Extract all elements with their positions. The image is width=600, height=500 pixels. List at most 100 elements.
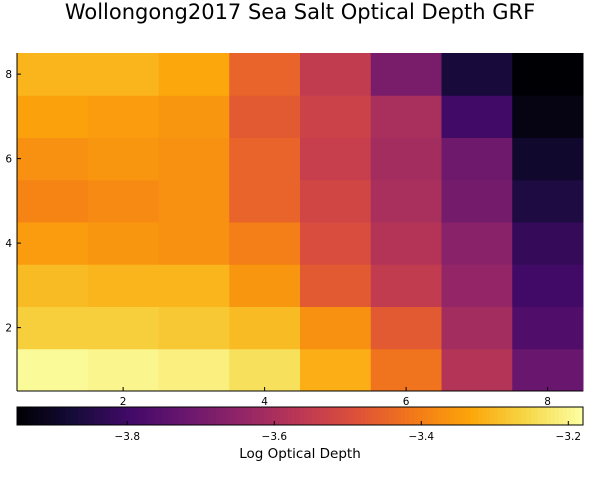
colorbar-segment (166, 407, 172, 425)
colorbar-segment (29, 407, 34, 425)
colorbar-segment (574, 407, 580, 425)
colorbar-segment (69, 407, 75, 425)
colorbar-segment (522, 407, 527, 425)
heatmap-cell-x6-y5 (370, 179, 442, 223)
heatmap-cell-x7-y2 (441, 306, 513, 350)
colorbar-segment (170, 407, 176, 425)
colorbar-segment (122, 407, 127, 425)
colorbar-segment (340, 407, 346, 425)
heatmap-cell-x3-y5 (158, 179, 230, 223)
colorbar-segment (291, 407, 297, 425)
heatmap-cell-x2-y8 (87, 53, 159, 96)
colorbar-segment (57, 407, 63, 425)
colorbar-segment (97, 407, 103, 425)
heatmap-cell-x2-y6 (87, 137, 159, 181)
colorbar-segment (380, 407, 386, 425)
heatmap-cell-x3-y3 (158, 264, 230, 307)
colorbar-segment (558, 407, 564, 425)
heatmap-cell-x1-y2 (17, 306, 89, 350)
colorbar-segment (279, 407, 285, 425)
colorbar-segment (312, 407, 317, 425)
heatmap-cell-x6-y4 (370, 222, 442, 265)
heatmap-cell-x5-y4 (300, 222, 372, 265)
heatmap-cell-x6-y3 (370, 264, 442, 307)
y-tick-label-2: 2 (5, 323, 12, 335)
colorbar-segment (49, 407, 54, 425)
colorbar-segment (324, 407, 329, 425)
colorbar-segment (251, 407, 257, 425)
colorbar-segment (158, 407, 164, 425)
colorbar-segment (364, 407, 370, 425)
colorbar-segment (506, 407, 511, 425)
colorbar-segment (223, 407, 228, 425)
colorbar-segment (566, 407, 572, 425)
colorbar-frame (16, 406, 584, 426)
colorbar-segment (25, 407, 30, 425)
colorbar-segment (465, 407, 471, 425)
heatmap-cell-x4-y1 (229, 348, 301, 392)
heatmap-cell-x2-y3 (87, 264, 159, 307)
heatmap-cell-x5-y5 (300, 179, 372, 223)
colorbar-segment (211, 407, 216, 425)
colorbar-segment (514, 407, 519, 425)
heatmap-cell-x7-y6 (441, 137, 513, 181)
heatmap-cell-x2-y1 (87, 348, 159, 392)
colorbar-segment (376, 407, 382, 425)
colorbar-segment (154, 407, 160, 425)
colorbar-segment (397, 407, 402, 425)
colorbar-segment (344, 407, 350, 425)
colorbar-segment (118, 407, 123, 425)
colorbar-segment (498, 407, 503, 425)
colorbar-segment (348, 407, 354, 425)
colorbar-segment (570, 407, 576, 425)
colorbar-segment (53, 407, 59, 425)
colorbar-segment (477, 407, 483, 425)
colorbar-segment (198, 407, 204, 425)
heatmap-cell-x5-y8 (300, 53, 372, 96)
colorbar-segment (73, 407, 79, 425)
colorbar-segment (550, 407, 556, 425)
heatmap-cell-x6-y1 (370, 348, 442, 392)
heatmap-cell-x1-y4 (17, 222, 89, 265)
colorbar-segment (510, 407, 515, 425)
colorbar-segment (93, 407, 99, 425)
heatmap-cell-x2-y5 (87, 179, 159, 223)
heatmap-cell-x7-y3 (441, 264, 513, 307)
colorbar-segment (114, 407, 119, 425)
colorbar-segment (384, 407, 390, 425)
heatmap-cell-x4-y4 (229, 222, 301, 265)
colorbar-segment (219, 407, 224, 425)
colorbar-segment (433, 407, 439, 425)
heatmap-cell-x7-y5 (441, 179, 513, 223)
colorbar-segment (538, 407, 544, 425)
heatmap-cell-x3-y4 (158, 222, 230, 265)
colorbar-segment (190, 407, 196, 425)
colorbar-segment (356, 407, 362, 425)
heatmap-cell-x8-y6 (512, 137, 584, 181)
colorbar-segment (174, 407, 180, 425)
colorbar-segment (469, 407, 475, 425)
x-tick-label-2: 2 (120, 396, 127, 408)
colorbar-segment (235, 407, 240, 425)
y-tick-label-6: 6 (5, 154, 12, 166)
heatmap-cell-x3-y2 (158, 306, 230, 350)
colorbar-segment (239, 407, 244, 425)
heatmap-cell-x4-y7 (229, 95, 301, 138)
colorbar-segment (360, 407, 366, 425)
colorbar-segment (283, 407, 289, 425)
heatmap-cell-x1-y8 (17, 53, 89, 96)
colorbar-segment (546, 407, 552, 425)
colorbar-segment (259, 407, 265, 425)
colorbar-segment (445, 407, 451, 425)
colorbar-segment (502, 407, 507, 425)
colorbar-segment (178, 407, 184, 425)
colorbar-segment (332, 407, 337, 425)
colorbar-segment (295, 407, 301, 425)
colorbar-segment (81, 407, 87, 425)
y-tick-label-4: 4 (5, 238, 12, 250)
colorbar-segment (457, 407, 463, 425)
colorbar-segment (41, 407, 46, 425)
colorbar-segment (202, 407, 208, 425)
colorbar-segment (425, 407, 430, 425)
